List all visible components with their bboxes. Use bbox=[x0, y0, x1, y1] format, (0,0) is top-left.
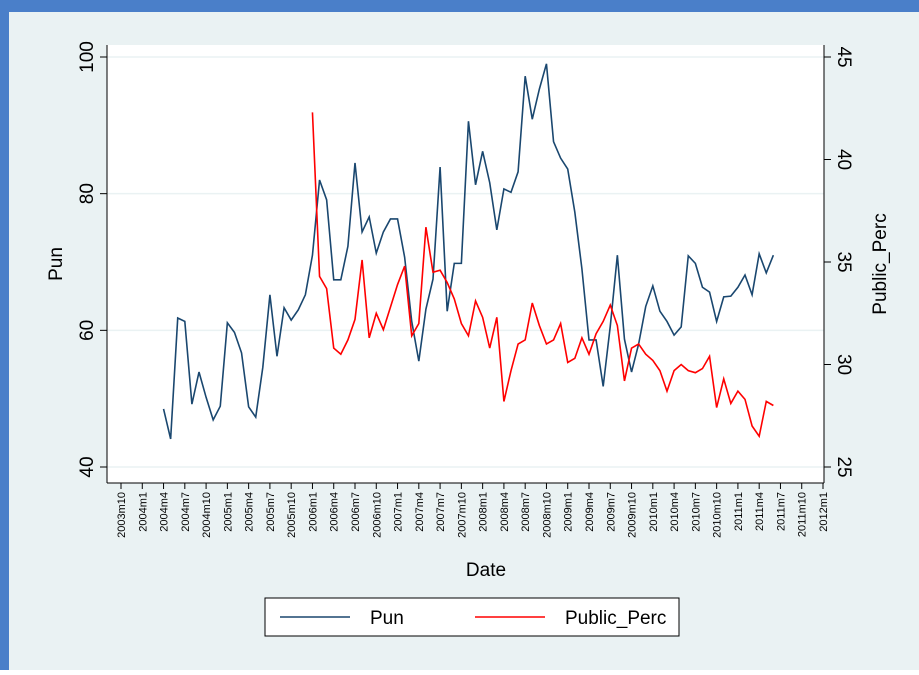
x-tick-label: 2007m4 bbox=[414, 492, 426, 532]
x-tick-label: 2006m10 bbox=[371, 492, 383, 538]
x-tick-label: 2009m1 bbox=[563, 492, 575, 532]
x-tick-label: 2006m4 bbox=[329, 492, 341, 532]
y-tick-label: 80 bbox=[77, 183, 98, 204]
y2-tick-label: 25 bbox=[833, 456, 854, 477]
x-tick-label: 2010m7 bbox=[690, 492, 702, 532]
series-line bbox=[311, 112, 774, 439]
x-tick-label: 2005m4 bbox=[244, 492, 256, 532]
x-tick-label: 2011m7 bbox=[775, 492, 787, 531]
x-tick-label: 2010m4 bbox=[669, 492, 681, 532]
x-tick-label: 2009m10 bbox=[627, 492, 639, 538]
y-axis-title: Pun bbox=[46, 247, 67, 281]
y-tick-label: 100 bbox=[77, 41, 98, 73]
y2-tick-label: 40 bbox=[833, 149, 854, 170]
x-tick-label: 2011m10 bbox=[797, 492, 809, 537]
x-tick-label: 2011m4 bbox=[754, 492, 766, 531]
x-tick-label: 2005m1 bbox=[222, 492, 234, 532]
x-tick-label: 2010m1 bbox=[648, 492, 660, 532]
y-tick-label: 60 bbox=[77, 320, 98, 341]
x-tick-label: 2003m10 bbox=[116, 492, 128, 538]
y2-axis-title: Public_Perc bbox=[870, 213, 891, 314]
y2-tick-label: 35 bbox=[833, 251, 854, 272]
x-tick-label: 2008m1 bbox=[478, 492, 490, 532]
x-tick-label: 2007m7 bbox=[435, 492, 447, 532]
legend-label: Public_Perc bbox=[565, 608, 666, 629]
x-tick-label: 2009m4 bbox=[584, 492, 596, 532]
series-line bbox=[162, 63, 775, 440]
x-tick-label: 2007m1 bbox=[393, 492, 405, 532]
legend-label: Pun bbox=[370, 608, 404, 629]
x-tick-label: 2009m7 bbox=[605, 492, 617, 532]
x-tick-label: 2012m1 bbox=[818, 492, 830, 532]
x-tick-label: 2004m7 bbox=[180, 492, 192, 532]
x-tick-label: 2008m10 bbox=[541, 492, 553, 538]
x-tick-label: 2005m10 bbox=[286, 492, 298, 538]
x-tick-label: 2006m1 bbox=[307, 492, 319, 532]
x-tick-label: 2004m10 bbox=[201, 492, 213, 538]
y2-tick-label: 30 bbox=[833, 354, 854, 375]
x-tick-label: 2008m4 bbox=[499, 492, 511, 532]
x-tick-label: 2010m10 bbox=[712, 492, 724, 538]
x-tick-label: 2005m7 bbox=[265, 492, 277, 532]
y2-tick-label: 45 bbox=[833, 46, 854, 67]
plot-area bbox=[107, 45, 824, 483]
x-axis-title: Date bbox=[466, 560, 506, 581]
x-tick-label: 2006m7 bbox=[350, 492, 362, 532]
x-tick-label: 2008m7 bbox=[520, 492, 532, 532]
y-tick-label: 40 bbox=[77, 456, 98, 477]
x-tick-label: 2004m4 bbox=[159, 492, 171, 532]
x-tick-label: 2004m1 bbox=[137, 492, 149, 532]
x-tick-label: 2011m1 bbox=[733, 492, 745, 531]
x-tick-label: 2007m10 bbox=[456, 492, 468, 538]
